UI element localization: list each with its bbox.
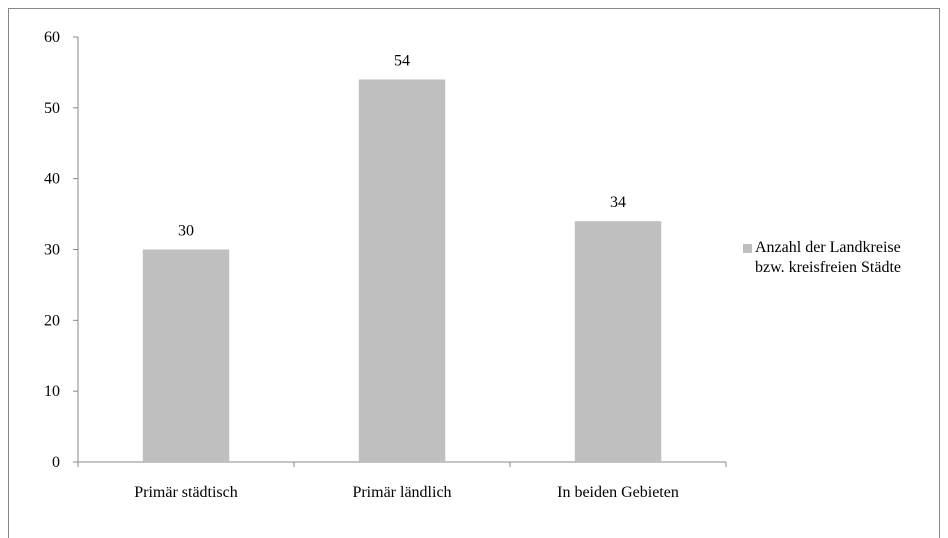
y-tick-label: 50: [44, 100, 60, 117]
y-tick-label: 30: [44, 242, 60, 259]
y-tick-label: 60: [44, 29, 60, 46]
y-tick-label: 40: [44, 171, 60, 188]
bar: [142, 249, 230, 462]
bar: [358, 79, 446, 462]
y-tick-label: 0: [52, 454, 60, 471]
y-tick-label: 20: [44, 312, 60, 329]
x-tick-label: In beiden Gebieten: [557, 484, 679, 501]
data-label: 54: [394, 53, 410, 70]
chart-border: [8, 8, 940, 538]
legend-swatch: [743, 244, 752, 253]
bar: [574, 221, 662, 462]
legend: Anzahl der Landkreise bzw. kreisfreien S…: [743, 238, 933, 278]
x-tick-label: Primär städtisch: [134, 484, 238, 501]
y-tick-label: 10: [44, 383, 60, 400]
legend-label: Anzahl der Landkreise bzw. kreisfreien S…: [755, 239, 902, 276]
x-tick-label: Primär ländlich: [352, 484, 451, 501]
data-label: 34: [610, 194, 626, 211]
data-label: 30: [178, 223, 194, 240]
